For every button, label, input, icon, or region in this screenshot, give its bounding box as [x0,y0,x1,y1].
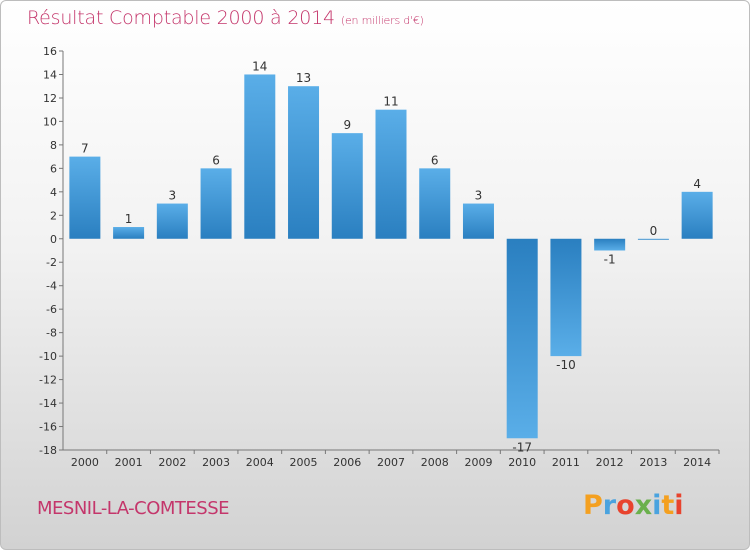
bar-2014 [681,191,713,239]
logo-letter: o [616,490,635,521]
logo-letter: P [583,490,603,521]
chart-subtitle: (en milliers d'€) [340,14,424,27]
bar-2004 [244,74,276,239]
x-tick-label: 2007 [377,456,405,469]
x-tick-label: 2014 [683,456,711,469]
logo-letter: i [674,490,684,521]
x-tick-label: 2009 [464,456,492,469]
bar-2006 [331,133,363,239]
value-label-2000: 7 [81,142,89,156]
value-label-2004: 14 [252,59,267,73]
bar-2013 [637,238,669,240]
y-tick-label: 10 [43,115,57,128]
y-tick-label: 14 [43,68,57,81]
bar-2007 [375,109,407,239]
x-tick-label: 2006 [333,456,361,469]
axes-group: 1614121086420-2-4-6-8-10-12-14-16-182000… [39,45,720,469]
value-label-2005: 13 [296,71,311,85]
y-tick-label: 6 [50,162,57,175]
x-tick-label: 2013 [639,456,667,469]
logo-letter: r [602,490,617,521]
y-tick-label: -18 [39,444,57,457]
y-tick-label: -2 [46,256,57,269]
x-tick-label: 2011 [552,456,580,469]
bar-2003 [200,168,232,239]
value-label-2009: 3 [475,189,483,203]
value-label-2007: 11 [383,95,398,109]
bar-2001 [113,227,145,239]
x-tick-label: 2005 [290,456,318,469]
y-tick-label: 16 [43,45,57,58]
y-tick-label: -8 [46,327,57,340]
bar-2000 [69,156,101,239]
x-tick-label: 2000 [71,456,99,469]
x-tick-label: 2010 [508,456,536,469]
bar-2005 [288,86,320,239]
x-tick-label: 2008 [421,456,449,469]
bar-2012 [594,238,626,251]
bar-2008 [419,168,451,239]
value-label-2002: 3 [169,189,177,203]
x-tick-label: 2003 [202,456,230,469]
x-tick-label: 2002 [158,456,186,469]
value-label-2011: -10 [556,358,576,372]
bar-2011 [550,238,582,357]
value-label-2013: 0 [650,224,658,238]
x-tick-label: 2004 [246,456,274,469]
y-tick-label: 8 [50,139,57,152]
bar-2010 [506,238,538,439]
y-tick-label: -14 [39,397,57,410]
value-label-2014: 4 [693,177,701,191]
value-label-2006: 9 [343,118,351,132]
value-label-2008: 6 [431,153,439,167]
proxiti-logo: Proxiti [583,490,684,521]
y-tick-label: 12 [43,92,57,105]
value-label-2012: -1 [604,253,616,267]
logo-letter: t [661,490,675,521]
commune-name: MESNIL-LA-COMTESSE [37,498,230,519]
bar-2002 [156,203,188,239]
logo-letter: i [652,490,662,521]
y-tick-label: -10 [39,350,57,363]
chart-title: Résultat Comptable 2000 à 2014 (en millie… [27,7,424,29]
bars-group [69,74,713,439]
y-tick-label: 0 [50,233,57,246]
y-tick-label: 2 [50,209,57,222]
value-label-2010: -17 [512,440,532,454]
value-label-2001: 1 [125,212,133,226]
bar-2009 [462,203,494,239]
x-tick-label: 2012 [596,456,624,469]
x-tick-label: 2001 [115,456,143,469]
title-text: Résultat Comptable 2000 à 2014 [27,7,335,29]
y-tick-label: -4 [46,280,57,293]
y-tick-label: -16 [39,421,57,434]
y-tick-label: -12 [39,374,57,387]
y-tick-label: -6 [46,303,57,316]
y-tick-label: 4 [50,186,57,199]
value-label-2003: 6 [212,153,220,167]
logo-letter: x [634,490,653,521]
